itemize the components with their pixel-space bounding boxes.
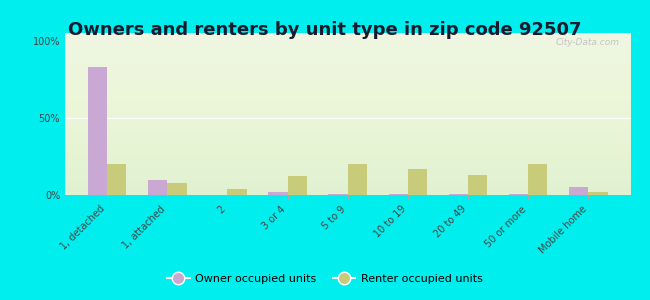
Bar xyxy=(148,180,167,195)
Bar xyxy=(348,164,367,195)
Bar xyxy=(88,67,107,195)
Bar xyxy=(287,176,307,195)
Bar xyxy=(167,183,187,195)
Legend: Owner occupied units, Renter occupied units: Owner occupied units, Renter occupied un… xyxy=(163,270,487,288)
Text: City-Data.com: City-Data.com xyxy=(555,38,619,47)
Bar xyxy=(468,175,488,195)
Bar xyxy=(408,169,427,195)
Bar xyxy=(509,194,528,195)
Bar xyxy=(389,194,408,195)
Bar xyxy=(107,164,126,195)
Bar xyxy=(448,194,468,195)
Bar xyxy=(227,189,247,195)
Bar xyxy=(268,192,287,195)
Bar xyxy=(588,192,608,195)
Bar xyxy=(528,164,547,195)
Bar xyxy=(328,194,348,195)
Bar xyxy=(569,187,588,195)
Text: Owners and renters by unit type in zip code 92507: Owners and renters by unit type in zip c… xyxy=(68,21,582,39)
